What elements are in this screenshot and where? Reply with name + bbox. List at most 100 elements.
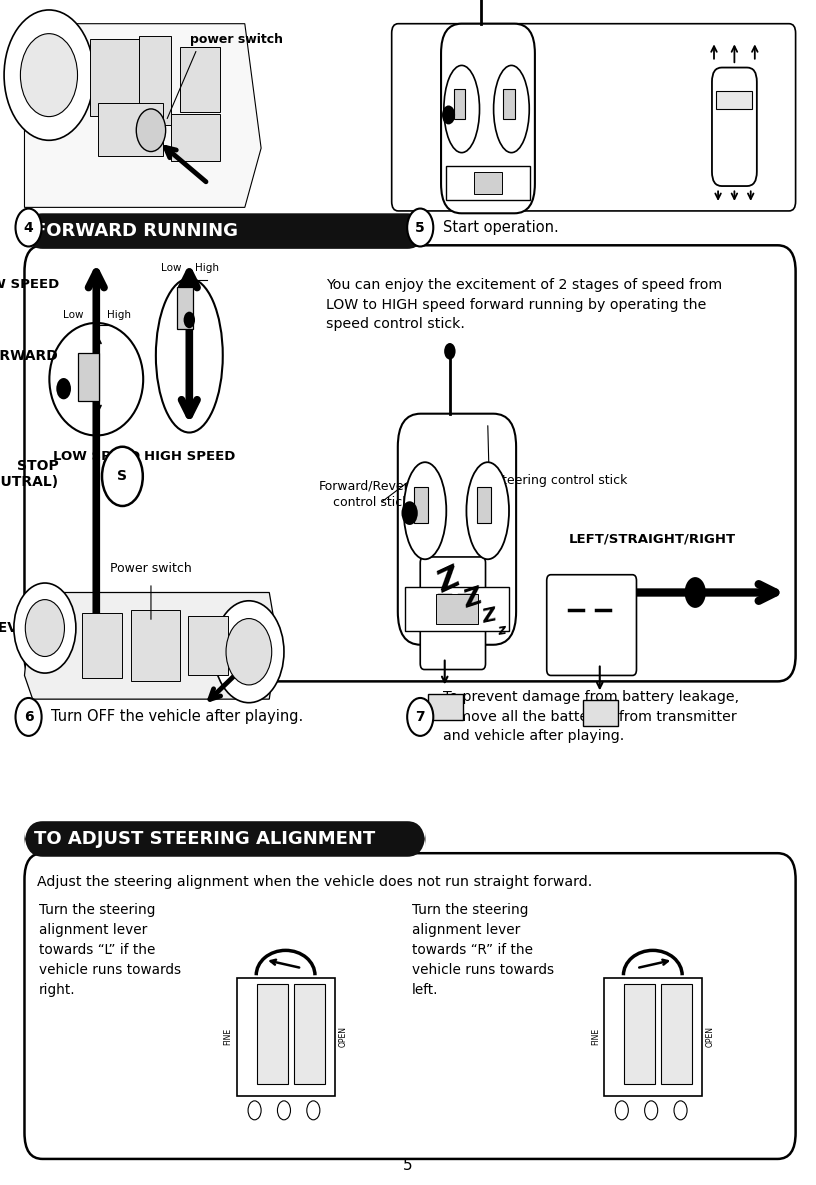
Circle shape xyxy=(307,1101,320,1120)
Bar xyxy=(477,487,491,523)
Text: Turn OFF the vehicle after playing.: Turn OFF the vehicle after playing. xyxy=(51,710,304,724)
Bar xyxy=(180,46,220,111)
Text: High: High xyxy=(195,263,220,273)
Bar xyxy=(177,287,193,329)
Text: FORWARD RUNNING: FORWARD RUNNING xyxy=(34,222,238,241)
Bar xyxy=(415,487,428,523)
Text: LOW SPEED: LOW SPEED xyxy=(0,278,59,290)
Circle shape xyxy=(16,698,42,736)
Bar xyxy=(237,978,335,1096)
Circle shape xyxy=(277,1101,290,1120)
Bar xyxy=(171,114,220,161)
FancyBboxPatch shape xyxy=(24,213,425,249)
Circle shape xyxy=(615,1101,628,1120)
Polygon shape xyxy=(24,592,277,699)
Bar xyxy=(716,91,752,109)
Text: FINE: FINE xyxy=(224,1029,233,1045)
Circle shape xyxy=(674,1101,687,1120)
Bar xyxy=(78,353,99,401)
Circle shape xyxy=(14,583,76,673)
Circle shape xyxy=(4,9,94,140)
Text: Low: Low xyxy=(161,263,182,273)
FancyBboxPatch shape xyxy=(24,853,796,1159)
Bar xyxy=(90,38,139,116)
FancyBboxPatch shape xyxy=(441,24,534,213)
Text: Adjust the steering alignment when the vehicle does not run straight forward.: Adjust the steering alignment when the v… xyxy=(37,875,592,889)
Bar xyxy=(257,984,288,1084)
FancyBboxPatch shape xyxy=(24,821,425,857)
Text: power switch: power switch xyxy=(190,33,283,46)
Text: HIGH SPEED: HIGH SPEED xyxy=(144,450,235,463)
Circle shape xyxy=(248,1101,261,1120)
Text: S: S xyxy=(118,469,127,483)
Bar xyxy=(428,694,463,720)
Bar xyxy=(436,594,478,624)
Text: STOP
(NEUTRAL): STOP (NEUTRAL) xyxy=(0,459,59,489)
Text: z: z xyxy=(497,623,507,638)
Bar xyxy=(98,103,163,156)
Bar xyxy=(454,89,465,119)
Text: Turn ON the power switch of the vehicle.: Turn ON the power switch of the vehicle. xyxy=(51,220,349,235)
Circle shape xyxy=(102,447,143,506)
Circle shape xyxy=(184,312,195,328)
Circle shape xyxy=(407,209,433,246)
Text: Low: Low xyxy=(63,310,84,320)
Circle shape xyxy=(401,501,418,525)
Ellipse shape xyxy=(404,462,446,559)
FancyBboxPatch shape xyxy=(712,68,757,186)
Bar xyxy=(446,166,530,200)
Text: OPEN: OPEN xyxy=(706,1026,715,1048)
Text: High: High xyxy=(107,310,131,320)
Ellipse shape xyxy=(156,278,223,433)
Text: You can enjoy the excitement of 2 stages of speed from
LOW to HIGH speed forward: You can enjoy the excitement of 2 stages… xyxy=(326,278,722,332)
Text: TO ADJUST STEERING ALIGNMENT: TO ADJUST STEERING ALIGNMENT xyxy=(34,830,375,848)
Text: Steering control stick: Steering control stick xyxy=(494,474,627,487)
FancyBboxPatch shape xyxy=(420,557,486,670)
Bar xyxy=(139,36,171,124)
Text: Z: Z xyxy=(481,606,499,627)
Text: 4: 4 xyxy=(24,220,33,235)
Text: Start operation.: Start operation. xyxy=(443,220,559,235)
FancyBboxPatch shape xyxy=(398,414,516,645)
Text: REVERSE: REVERSE xyxy=(0,621,59,635)
Circle shape xyxy=(214,601,284,703)
Ellipse shape xyxy=(467,462,509,559)
Bar xyxy=(661,984,692,1084)
Bar xyxy=(583,700,618,726)
Ellipse shape xyxy=(444,65,480,153)
Bar xyxy=(604,978,702,1096)
Circle shape xyxy=(16,209,42,246)
Circle shape xyxy=(444,342,455,359)
Bar xyxy=(624,984,655,1084)
Circle shape xyxy=(407,698,433,736)
FancyBboxPatch shape xyxy=(547,575,636,675)
Bar xyxy=(188,616,228,675)
Bar xyxy=(82,613,122,678)
Text: OPEN: OPEN xyxy=(339,1026,348,1048)
Polygon shape xyxy=(24,24,261,207)
Text: FORWARD: FORWARD xyxy=(0,348,59,363)
Text: Z: Z xyxy=(432,563,465,598)
Text: 5: 5 xyxy=(415,220,425,235)
Text: Power switch: Power switch xyxy=(110,562,192,575)
Text: 6: 6 xyxy=(24,710,33,724)
Text: Turn the steering
alignment lever
towards “L” if the
vehicle runs towards
right.: Turn the steering alignment lever toward… xyxy=(39,903,181,997)
Text: Forward/Reverse
control stick: Forward/Reverse control stick xyxy=(319,480,424,508)
Bar xyxy=(503,89,515,119)
Circle shape xyxy=(226,619,272,685)
Ellipse shape xyxy=(494,65,530,153)
Circle shape xyxy=(25,600,64,656)
Text: 7: 7 xyxy=(415,710,425,724)
FancyBboxPatch shape xyxy=(24,245,796,681)
Circle shape xyxy=(56,378,71,399)
Bar xyxy=(131,610,180,681)
Ellipse shape xyxy=(49,322,144,436)
Circle shape xyxy=(136,109,166,152)
Text: FINE: FINE xyxy=(591,1029,600,1045)
Circle shape xyxy=(20,33,78,116)
Text: LEFT/STRAIGHT/RIGHT: LEFT/STRAIGHT/RIGHT xyxy=(570,533,736,545)
Text: 5: 5 xyxy=(403,1158,413,1173)
Bar xyxy=(474,172,502,194)
Text: LOW SPEED: LOW SPEED xyxy=(53,450,140,463)
Circle shape xyxy=(685,577,706,608)
